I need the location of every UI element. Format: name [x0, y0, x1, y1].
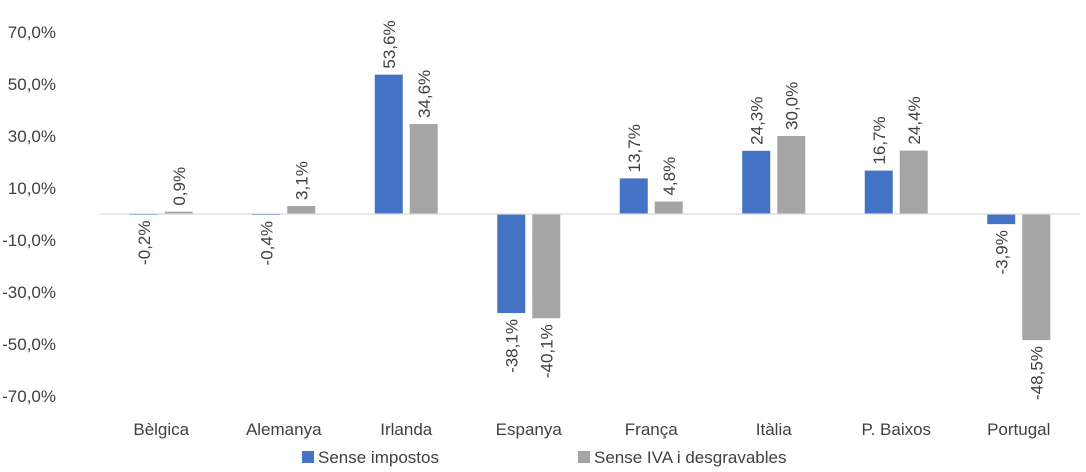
legend-swatch	[302, 451, 314, 463]
bar-sense-iva-4	[654, 201, 683, 214]
y-tick-label: 50,0%	[8, 75, 56, 94]
y-tick-label: 30,0%	[8, 127, 56, 146]
data-label: 30,0%	[782, 82, 801, 130]
bar-sense-iva-5	[777, 136, 806, 214]
data-label: 34,6%	[415, 70, 434, 118]
y-tick-label: -50,0%	[2, 335, 56, 354]
data-label: -3,9%	[992, 230, 1011, 274]
x-category-label: Irlanda	[380, 420, 433, 439]
data-label: 53,6%	[380, 20, 399, 68]
data-label: -0,2%	[135, 221, 154, 265]
data-label: -0,4%	[257, 221, 276, 265]
data-label: 24,3%	[747, 97, 766, 145]
x-category-label: Espanya	[496, 420, 563, 439]
data-labels-group: -0,2% 0,9% -0,4% 3,1% 53,6% 34,6% -38,1% -40,1%…	[135, 20, 1047, 400]
data-label: 16,7%	[870, 116, 889, 164]
legend-swatch	[578, 451, 590, 463]
bar-sense-iva-6	[899, 150, 928, 214]
y-tick-label: -30,0%	[2, 283, 56, 302]
legend-label: Sense IVA i desgravables	[594, 448, 786, 467]
x-category-label: Alemanya	[246, 420, 322, 439]
data-label: 3,1%	[292, 161, 311, 200]
bar-sense-iva-3	[532, 214, 561, 319]
bars-group	[129, 74, 1051, 341]
y-tick-label: -10,0%	[2, 231, 56, 250]
data-label: 13,7%	[625, 124, 644, 172]
y-tick-label: 70,0%	[8, 23, 56, 42]
x-category-label: Itàlia	[756, 420, 792, 439]
x-category-label: P. Baixos	[861, 420, 931, 439]
data-label: 4,8%	[660, 157, 679, 196]
bar-sense-iva-1	[287, 205, 316, 214]
y-tick-label: 10,0%	[8, 179, 56, 198]
bar-sense-iva-0	[164, 211, 193, 214]
bar-sense-iva-2	[409, 124, 438, 214]
x-category-label: Bèlgica	[133, 420, 189, 439]
data-label: 24,4%	[905, 96, 924, 144]
data-label: -40,1%	[537, 324, 556, 378]
bar-sense-impostos-5	[742, 150, 771, 214]
bar-sense-impostos-2	[374, 74, 403, 214]
bar-sense-impostos-7	[987, 214, 1016, 225]
bar-sense-impostos-3	[497, 214, 526, 314]
y-tick-label: -70,0%	[2, 387, 56, 406]
x-category-label: França	[625, 420, 678, 439]
legend-label: Sense impostos	[318, 448, 439, 467]
data-label: 0,9%	[170, 167, 189, 206]
data-label: -38,1%	[502, 319, 521, 373]
data-label: -48,5%	[1027, 346, 1046, 400]
x-category-label: Portugal	[987, 420, 1050, 439]
bar-sense-impostos-6	[864, 170, 893, 214]
bar-sense-iva-7	[1022, 214, 1051, 341]
y-axis-ticks: 70,0% 50,0% 30,0% 10,0% -10,0% -30,0% -50,0% -7…	[2, 23, 56, 406]
bar-sense-impostos-4	[619, 178, 648, 214]
legend: Sense impostos Sense IVA i desgravables	[302, 448, 786, 467]
x-axis-categories: Bèlgica Alemanya Irlanda Espanya França Itàli…	[133, 420, 1050, 439]
